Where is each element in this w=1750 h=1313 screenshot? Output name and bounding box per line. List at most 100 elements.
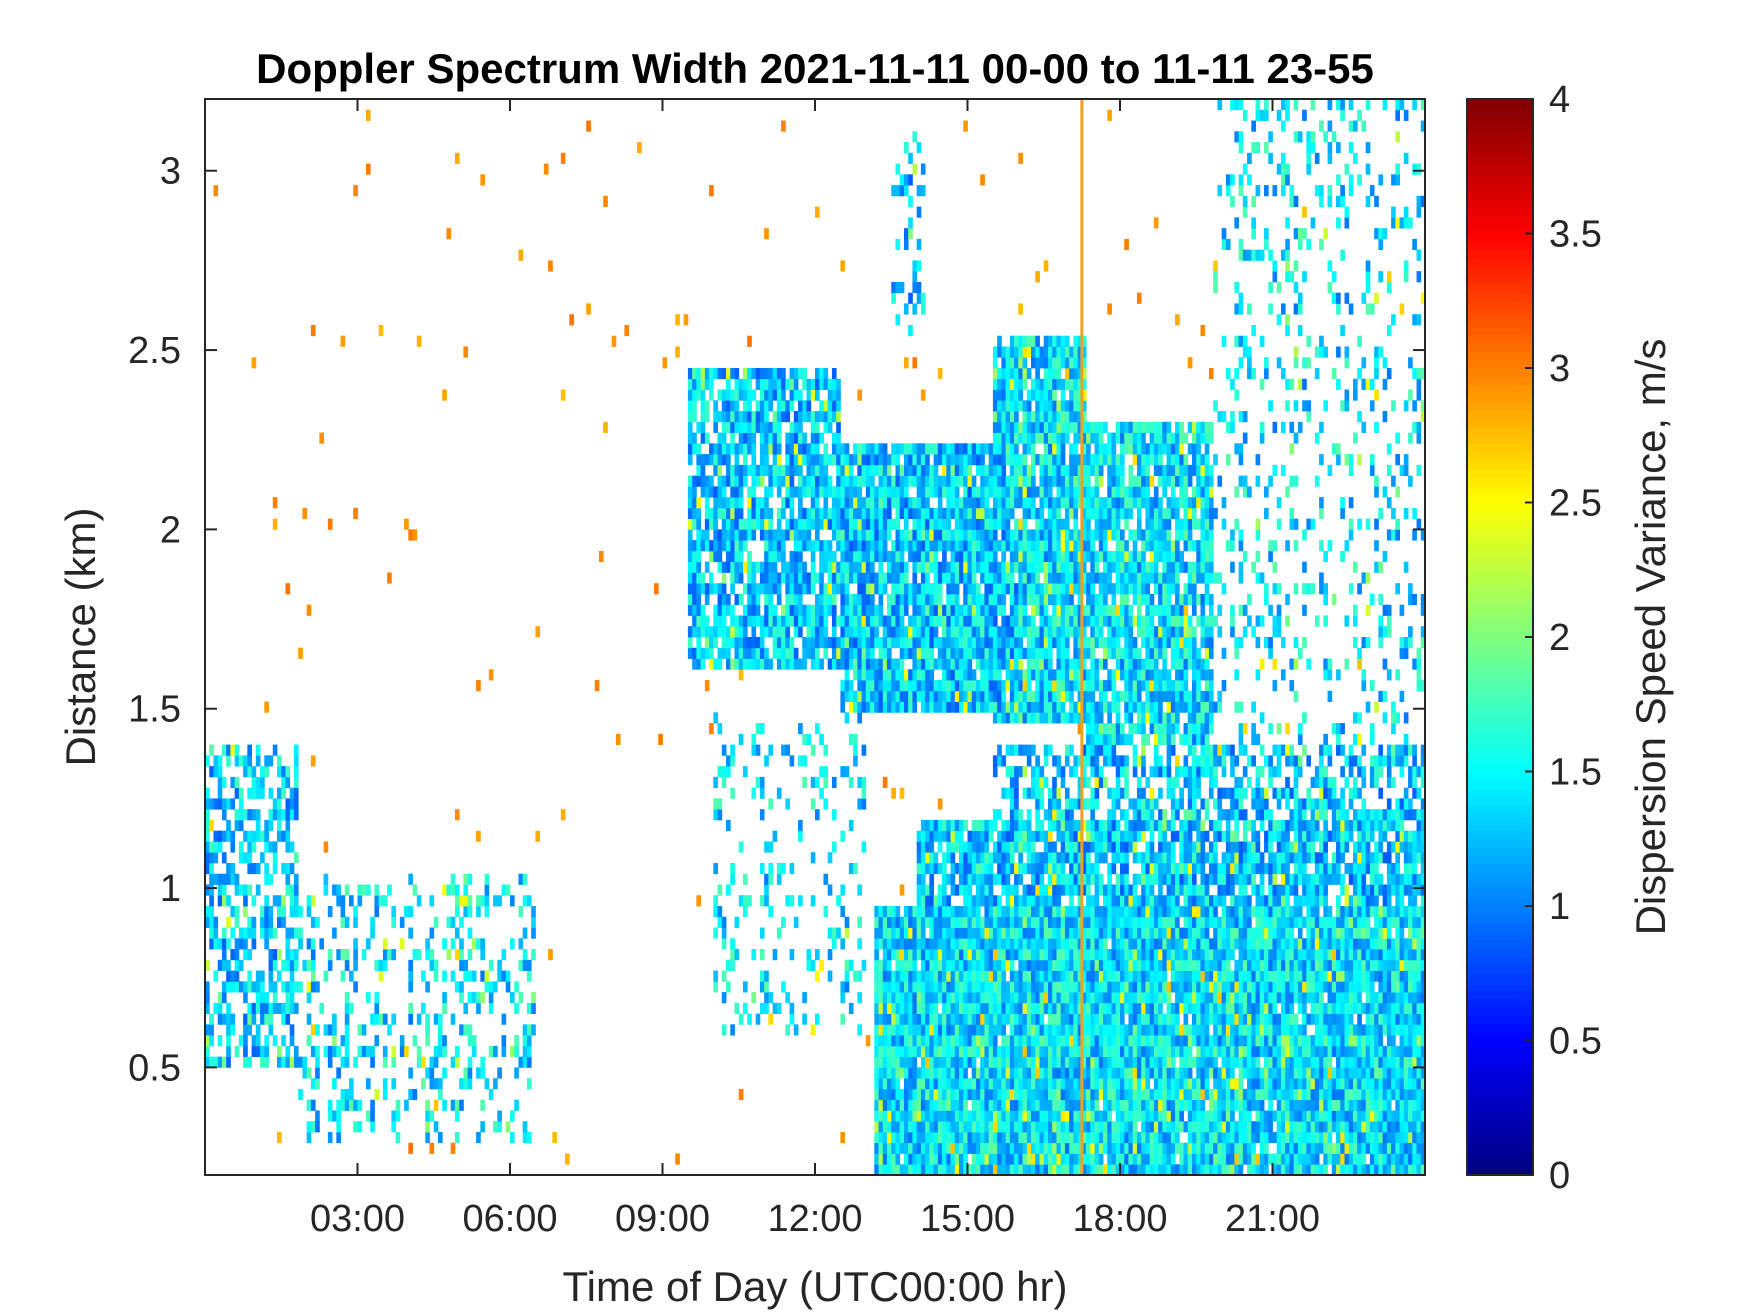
heatmap-cell xyxy=(1018,518,1023,530)
heatmap-cell xyxy=(980,1002,985,1014)
heatmap-cell xyxy=(865,454,871,466)
heatmap-cell xyxy=(853,862,858,875)
heatmap-cell xyxy=(971,680,977,692)
heatmap-cell xyxy=(721,475,727,487)
heatmap-cell xyxy=(1069,604,1074,616)
heatmap-cell xyxy=(759,529,765,541)
heatmap-cell xyxy=(925,615,930,627)
heatmap-cell xyxy=(764,970,769,982)
heatmap-cell xyxy=(1022,1164,1028,1176)
heatmap-cell xyxy=(815,518,820,530)
heatmap-cell xyxy=(1005,1153,1011,1165)
heatmap-cell xyxy=(1073,1035,1079,1047)
heatmap-cell xyxy=(857,615,862,627)
heatmap-cell xyxy=(920,292,926,304)
heatmap-cell xyxy=(1056,561,1062,573)
heatmap-cell xyxy=(984,497,990,509)
heatmap-cell xyxy=(925,1013,930,1025)
heatmap-cell xyxy=(895,959,901,971)
heatmap-cell xyxy=(726,368,731,380)
heatmap-cell xyxy=(260,970,265,982)
heatmap-cell xyxy=(815,507,820,520)
heatmap-cell xyxy=(1047,680,1053,692)
heatmap-cell xyxy=(946,906,951,918)
heatmap-cell xyxy=(747,1013,752,1025)
heatmap-cell xyxy=(1073,497,1079,509)
heatmap-cell xyxy=(946,701,951,713)
heatmap-cell xyxy=(984,583,990,595)
heatmap-cell xyxy=(988,1131,994,1144)
heatmap-cell xyxy=(1047,884,1053,896)
heatmap-cell xyxy=(1073,841,1079,853)
heatmap-cell xyxy=(1031,766,1036,778)
heatmap-cell xyxy=(810,443,816,455)
heatmap-cell xyxy=(1035,1099,1040,1111)
heatmap-cell xyxy=(882,1078,888,1090)
heatmap-cell xyxy=(861,507,867,520)
heatmap-cell xyxy=(992,443,998,455)
heatmap-cell xyxy=(1064,884,1070,896)
heatmap-cell xyxy=(1073,1110,1079,1122)
heatmap-cell xyxy=(954,1153,960,1165)
heatmap-cell xyxy=(903,669,909,681)
heatmap-cell xyxy=(959,680,964,692)
heatmap-cell xyxy=(1073,1045,1079,1058)
heatmap-cell xyxy=(433,970,439,982)
heatmap-cell xyxy=(243,906,248,918)
heatmap-cell xyxy=(967,583,973,595)
heatmap-cell xyxy=(899,540,905,552)
heatmap-cell xyxy=(891,1142,896,1154)
heatmap-cell xyxy=(946,540,951,552)
heatmap-cell xyxy=(493,1121,498,1133)
heatmap-cell xyxy=(946,529,951,541)
heatmap-cell xyxy=(853,572,858,584)
heatmap-cell xyxy=(1064,335,1070,347)
heatmap-cell xyxy=(234,755,240,767)
heatmap-cell xyxy=(1056,798,1062,810)
heatmap-cell xyxy=(738,669,744,681)
heatmap-cell xyxy=(874,486,879,498)
heatmap-cell xyxy=(505,1121,511,1133)
heatmap-cell xyxy=(857,604,862,616)
heatmap-cell xyxy=(1043,1142,1049,1154)
heatmap-cell xyxy=(1047,744,1053,756)
heatmap-cell xyxy=(963,615,968,627)
heatmap-cell xyxy=(709,626,714,638)
heatmap-cell xyxy=(692,497,697,509)
heatmap-cell xyxy=(721,583,727,595)
heatmap-cell xyxy=(937,701,943,713)
heatmap-cell xyxy=(734,443,740,455)
heatmap-cell xyxy=(1001,626,1007,638)
heatmap-cell xyxy=(1014,658,1019,670)
heatmap-cell xyxy=(467,873,473,885)
heatmap-cell xyxy=(234,884,240,896)
heatmap-cell xyxy=(217,830,223,842)
heatmap-cell xyxy=(793,583,799,595)
heatmap-cell xyxy=(1014,895,1019,907)
heatmap-cell xyxy=(738,529,744,541)
heatmap-cell xyxy=(963,1121,968,1133)
heatmap-cell xyxy=(950,540,956,552)
heatmap-cell xyxy=(1039,1056,1045,1068)
heatmap-cell xyxy=(793,389,799,401)
heatmap-cell xyxy=(815,411,820,423)
heatmap-cell xyxy=(1018,819,1023,832)
heatmap-cell xyxy=(1031,712,1036,724)
heatmap-cell xyxy=(857,497,862,509)
heatmap-cell xyxy=(992,981,998,993)
heatmap-cell xyxy=(840,701,846,713)
heatmap-cell xyxy=(1052,604,1057,616)
heatmap-cell xyxy=(759,723,765,735)
heatmap-cell xyxy=(1056,1067,1062,1079)
heatmap-cell xyxy=(916,906,922,918)
heatmap-cell xyxy=(514,1002,519,1014)
heatmap-cell xyxy=(459,938,464,950)
heatmap-cell xyxy=(929,1078,935,1090)
heatmap-cell xyxy=(302,1067,308,1079)
heatmap-cell xyxy=(1060,411,1066,423)
heatmap-cell xyxy=(1035,895,1040,907)
heatmap-cell xyxy=(967,1024,973,1036)
heatmap-cell xyxy=(226,895,231,907)
heatmap-cell xyxy=(1014,669,1019,681)
heatmap-cell xyxy=(959,518,964,530)
